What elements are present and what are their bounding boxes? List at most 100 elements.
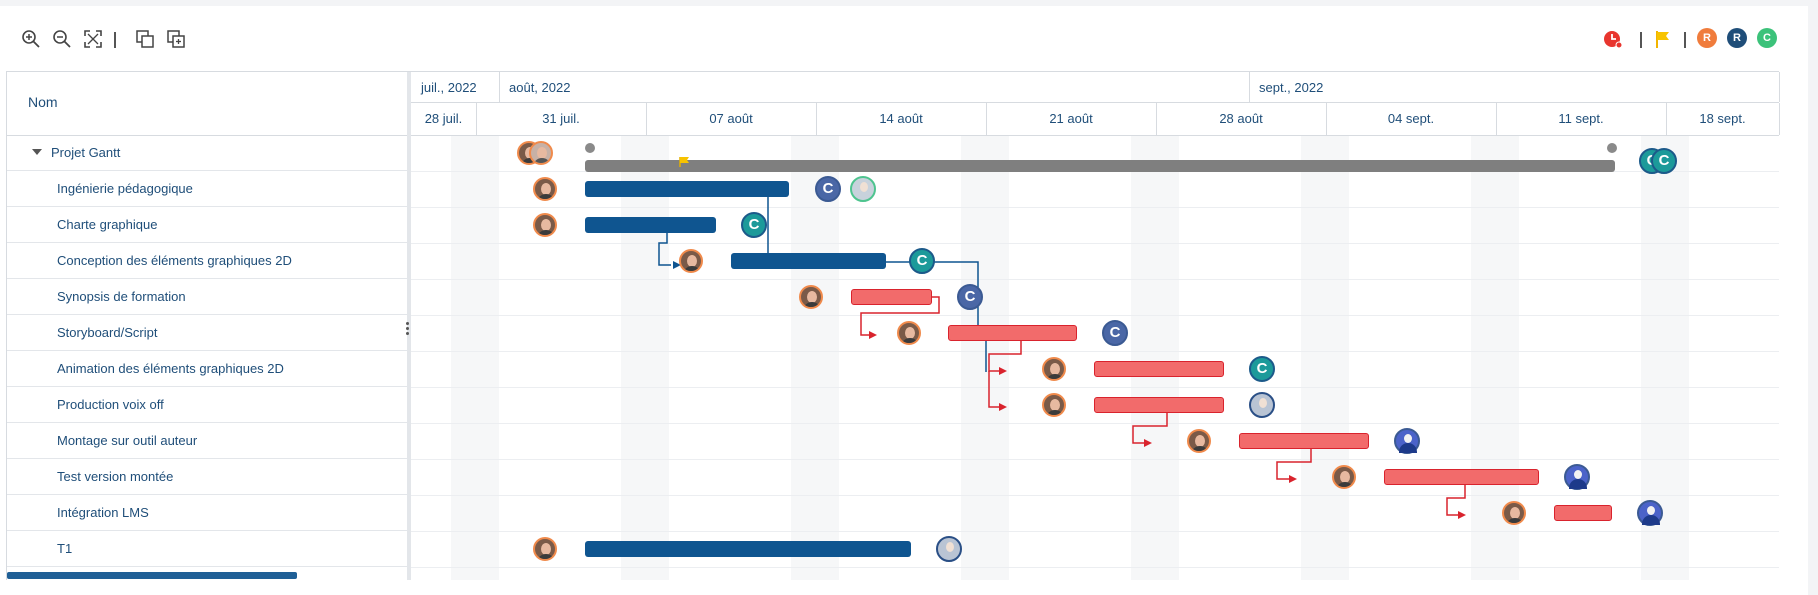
grid-row[interactable]: Animation des éléments graphiques 2D bbox=[7, 351, 407, 387]
assignee-avatar[interactable] bbox=[1187, 429, 1211, 453]
paste-icon[interactable] bbox=[165, 28, 187, 50]
assignee-avatar[interactable] bbox=[1042, 357, 1066, 381]
row-divider bbox=[411, 531, 1779, 532]
toolbar-separator bbox=[114, 32, 116, 48]
resize-handle-icon[interactable] bbox=[406, 322, 410, 337]
month-cell: sept., 2022 bbox=[1249, 72, 1780, 102]
link-conception-animation[interactable] bbox=[851, 261, 987, 372]
row-divider bbox=[411, 423, 1779, 424]
grid-row[interactable]: Intégration LMS bbox=[7, 495, 407, 531]
grid-splitter[interactable] bbox=[407, 72, 411, 580]
resource-photo-avatar[interactable] bbox=[1249, 392, 1275, 418]
flag-icon[interactable] bbox=[1652, 28, 1674, 50]
resource-photo-avatar[interactable] bbox=[850, 176, 876, 202]
grid-row[interactable]: Charte graphique bbox=[7, 207, 407, 243]
weekend-band bbox=[1131, 136, 1179, 580]
link-arrow-icon bbox=[1144, 439, 1152, 447]
task-name: Intégration LMS bbox=[57, 505, 149, 520]
link-synopsis-storyboard[interactable] bbox=[860, 296, 940, 336]
resource-c-icon[interactable]: C bbox=[909, 248, 935, 274]
link-storyboard-voix[interactable] bbox=[988, 371, 1001, 408]
week-cell: 14 août bbox=[816, 103, 987, 135]
task-bar-t1[interactable] bbox=[585, 541, 911, 557]
task-name: T1 bbox=[57, 541, 73, 556]
assignee-avatar[interactable] bbox=[679, 249, 703, 273]
link-arrow-icon bbox=[999, 367, 1007, 375]
week-cell: 18 sept. bbox=[1666, 103, 1780, 135]
task-bar-charte[interactable] bbox=[585, 217, 716, 233]
grid-row[interactable]: Montage sur outil auteur bbox=[7, 423, 407, 459]
week-scale: 28 juil. 31 juil. 07 août 14 août 21 aoû… bbox=[411, 103, 1780, 136]
flag-icon bbox=[679, 157, 689, 167]
task-bar-animation[interactable] bbox=[1094, 361, 1224, 377]
grid-row[interactable]: Synopsis de formation bbox=[7, 279, 407, 315]
resource-c-icon[interactable]: C bbox=[957, 284, 983, 310]
grid-header: Nom bbox=[7, 72, 407, 136]
week-cell: 31 juil. bbox=[476, 103, 647, 135]
resource-person-avatar[interactable] bbox=[1637, 500, 1663, 526]
assignee-avatar[interactable] bbox=[533, 213, 557, 237]
task-bar-montage[interactable] bbox=[1239, 433, 1369, 449]
task-bar-test[interactable] bbox=[1384, 469, 1539, 485]
task-bar-lms[interactable] bbox=[1554, 505, 1612, 521]
resource-c-icon[interactable]: C bbox=[741, 212, 767, 238]
resource-badge-c-green[interactable]: C bbox=[1757, 28, 1777, 48]
task-name: Projet Gantt bbox=[51, 145, 121, 160]
task-name: Production voix off bbox=[57, 397, 164, 412]
assignee-avatar[interactable] bbox=[1042, 393, 1066, 417]
grid-row[interactable]: Storyboard/Script bbox=[7, 315, 407, 351]
assignee-avatar[interactable] bbox=[897, 321, 921, 345]
resource-c-icon[interactable]: C bbox=[1102, 320, 1128, 346]
week-cell: 21 août bbox=[986, 103, 1157, 135]
collapse-caret-icon[interactable] bbox=[32, 149, 42, 155]
assignee-avatar[interactable] bbox=[529, 141, 553, 165]
task-name: Montage sur outil auteur bbox=[57, 433, 198, 448]
grid-row[interactable]: Conception des éléments graphiques 2D bbox=[7, 243, 407, 279]
fit-screen-icon[interactable] bbox=[82, 28, 104, 50]
assignee-avatar[interactable] bbox=[533, 177, 557, 201]
task-bar-ingenierie[interactable] bbox=[585, 181, 789, 197]
weekend-band bbox=[1301, 136, 1349, 580]
assignee-avatar[interactable] bbox=[1332, 465, 1356, 489]
week-cell: 28 août bbox=[1156, 103, 1327, 135]
task-bar-storyboard[interactable] bbox=[948, 325, 1077, 341]
column-header-name[interactable]: Nom bbox=[28, 94, 58, 110]
resource-badge-r-orange[interactable]: R bbox=[1697, 28, 1717, 48]
grid-row[interactable]: Production voix off bbox=[7, 387, 407, 423]
resource-c-icon[interactable]: C bbox=[1651, 148, 1677, 174]
zoom-out-icon[interactable] bbox=[51, 28, 73, 50]
gantt-chart: Nom Projet Gantt Ingénierie pédagogique … bbox=[6, 71, 1780, 580]
resource-person-avatar[interactable] bbox=[1394, 428, 1420, 454]
alarm-icon[interactable] bbox=[1602, 28, 1624, 50]
assignee-avatar[interactable] bbox=[1502, 501, 1526, 525]
grid-row[interactable]: T1 bbox=[7, 531, 407, 567]
copy-icon[interactable] bbox=[134, 28, 156, 50]
weekend-band bbox=[621, 136, 669, 580]
grid-row[interactable]: Test version montée bbox=[7, 459, 407, 495]
month-scale: juil., 2022 août, 2022 sept., 2022 bbox=[411, 72, 1780, 103]
resource-badge-r-blue[interactable]: R bbox=[1727, 28, 1747, 48]
summary-bar-projet[interactable] bbox=[585, 160, 1615, 172]
resource-photo-avatar[interactable] bbox=[936, 536, 962, 562]
assignee-avatar[interactable] bbox=[799, 285, 823, 309]
link-arrow-icon bbox=[1289, 475, 1297, 483]
zoom-in-icon[interactable] bbox=[20, 28, 42, 50]
dependency-links bbox=[655, 189, 1466, 519]
resource-c-icon[interactable]: C bbox=[815, 176, 841, 202]
row-divider bbox=[411, 207, 1779, 208]
grid-row[interactable]: Ingénierie pédagogique bbox=[7, 171, 407, 207]
task-bar-conception[interactable] bbox=[731, 253, 886, 269]
week-cell: 07 août bbox=[646, 103, 817, 135]
assignee-avatar[interactable] bbox=[533, 537, 557, 561]
toolbar: R R C bbox=[0, 6, 1808, 70]
row-divider bbox=[411, 315, 1779, 316]
task-bar-synopsis[interactable] bbox=[851, 289, 932, 305]
task-bar-voix-off[interactable] bbox=[1094, 397, 1224, 413]
resource-person-avatar[interactable] bbox=[1564, 464, 1590, 490]
row-divider bbox=[411, 351, 1779, 352]
grid-row-project[interactable]: Projet Gantt bbox=[7, 135, 407, 171]
row-divider bbox=[411, 567, 1779, 568]
week-cell: 28 juil. bbox=[411, 103, 477, 135]
resource-c-icon[interactable]: C bbox=[1249, 356, 1275, 382]
horizontal-scrollbar[interactable] bbox=[7, 572, 297, 579]
